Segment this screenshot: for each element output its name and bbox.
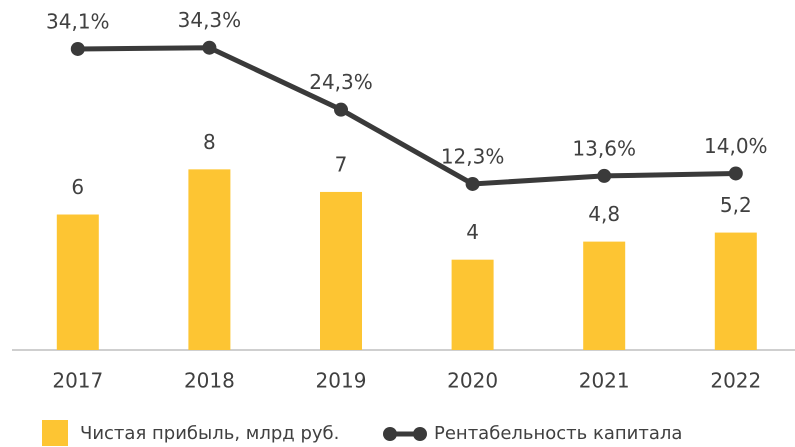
data-label: 7 — [335, 152, 348, 176]
legend-marker — [383, 427, 397, 441]
bar — [320, 191, 362, 350]
line-marker — [728, 166, 743, 181]
data-label: 8 — [203, 130, 216, 154]
bar — [56, 214, 99, 350]
x-tick-label: 2020 — [447, 369, 498, 393]
bar — [188, 169, 231, 350]
legend-label: Чистая прибыль, млрд руб. — [80, 423, 339, 444]
line — [77, 45, 736, 187]
bar — [583, 241, 626, 350]
line-marker — [70, 41, 85, 56]
data-label: 13,6% — [572, 136, 636, 160]
legend-marker — [413, 427, 427, 441]
x-tick-label: 2017 — [52, 369, 103, 393]
x-tick-label: 2019 — [316, 369, 367, 393]
bar — [714, 232, 757, 350]
line-marker — [334, 102, 348, 117]
data-label: 34,1% — [46, 9, 110, 33]
bar — [451, 259, 494, 350]
x-tick-label: 2022 — [710, 369, 761, 393]
legend-label: Рентабельность капитала — [434, 423, 682, 444]
data-label: 14,0% — [704, 134, 768, 158]
data-label: 4,8 — [588, 202, 620, 226]
x-tick-label: 2021 — [579, 369, 630, 393]
data-label: 5,2 — [720, 193, 752, 217]
data-label: 4 — [466, 220, 479, 244]
x-tick-label: 2018 — [184, 369, 235, 393]
data-label: 12,3% — [441, 144, 505, 168]
data-label: 34,3% — [178, 8, 242, 32]
line-marker — [202, 40, 217, 55]
legend-swatch — [42, 420, 68, 446]
line-marker — [465, 176, 480, 191]
data-label: 6 — [71, 175, 84, 199]
data-label: 24,3% — [309, 70, 373, 94]
line-marker — [597, 168, 612, 183]
